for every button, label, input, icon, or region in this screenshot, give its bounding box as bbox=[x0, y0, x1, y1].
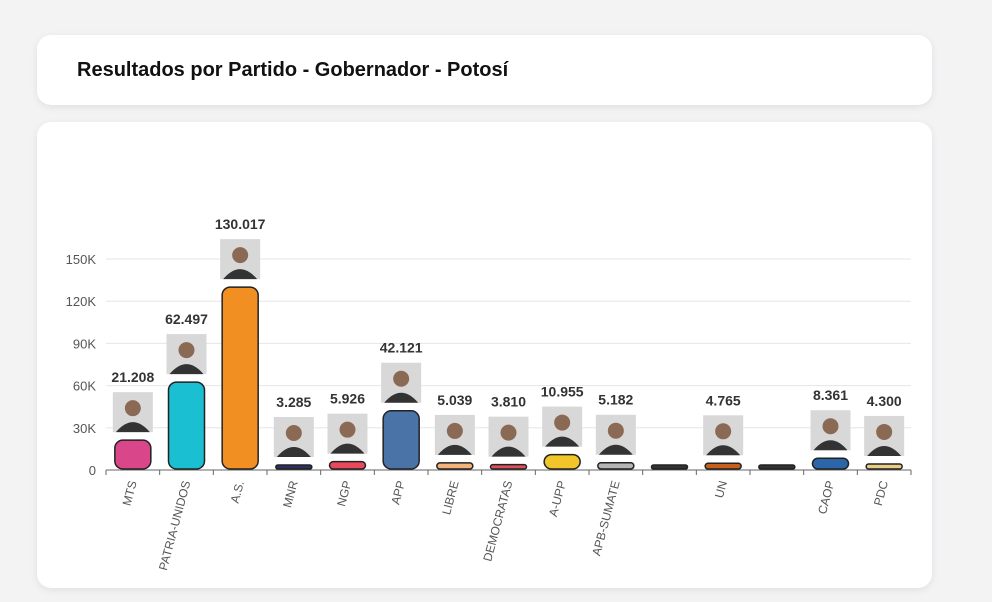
x-tick-label: PDC bbox=[871, 479, 891, 507]
x-tick-label: UN bbox=[712, 479, 730, 499]
x-tick-label: A.S. bbox=[228, 479, 247, 505]
bar-UN bbox=[704, 462, 742, 470]
candidate-face-icon bbox=[715, 423, 732, 440]
x-tick-label: CAOP bbox=[815, 479, 837, 515]
bar-APB-SUMATE bbox=[597, 461, 635, 470]
x-tick-label: PATRIA-UNIDOS bbox=[156, 479, 193, 572]
candidate-face-icon bbox=[554, 414, 571, 431]
y-tick-label: 0 bbox=[89, 463, 96, 478]
data-label: 5.182 bbox=[598, 392, 633, 408]
bar-DEMOCRATAS bbox=[489, 463, 528, 470]
candidate-body-icon bbox=[491, 446, 526, 457]
candidate-body-icon bbox=[223, 269, 258, 280]
candidate-face-icon bbox=[500, 424, 517, 441]
candidate-body-icon bbox=[598, 444, 633, 455]
candidate-body-icon bbox=[813, 440, 848, 451]
page-title: Resultados por Partido - Gobernador - Po… bbox=[77, 59, 509, 81]
bar-NGP bbox=[328, 460, 367, 470]
data-label: 4.300 bbox=[867, 393, 902, 409]
candidate-body-icon bbox=[867, 445, 902, 456]
bar-PDC bbox=[865, 463, 903, 470]
data-label: 4.765 bbox=[706, 392, 741, 408]
data-label: 21.208 bbox=[111, 369, 154, 385]
bar-LIBRE bbox=[436, 462, 474, 470]
bar-A-UPP bbox=[543, 453, 581, 470]
y-tick-label: 120K bbox=[66, 294, 97, 309]
data-label: 5.039 bbox=[437, 392, 472, 408]
data-label: 42.121 bbox=[380, 340, 423, 356]
candidate-face-icon bbox=[178, 342, 195, 359]
x-tick-label: NGP bbox=[334, 479, 354, 508]
x-tick-label: LIBRE bbox=[439, 479, 462, 516]
candidate-face-icon bbox=[285, 425, 302, 441]
bar-MNR bbox=[275, 464, 313, 470]
candidate-body-icon bbox=[437, 444, 472, 455]
candidate-body-icon bbox=[330, 443, 365, 454]
x-tick-label: APB-SUMATE bbox=[589, 479, 622, 557]
candidate-body-icon bbox=[545, 436, 580, 447]
candidate-face-icon bbox=[393, 370, 410, 387]
y-tick-label: 150K bbox=[66, 252, 97, 267]
bar-A.S. bbox=[221, 286, 259, 470]
candidate-face-icon bbox=[876, 423, 893, 440]
candidate-face-icon bbox=[124, 400, 141, 417]
title-card: Resultados por Partido - Gobernador - Po… bbox=[37, 35, 932, 105]
candidate-face-icon bbox=[232, 247, 249, 264]
candidate-face-icon bbox=[607, 422, 624, 439]
x-tick-label: DEMOCRATAS bbox=[480, 479, 515, 563]
y-tick-label: 90K bbox=[73, 336, 96, 351]
candidate-body-icon bbox=[384, 392, 419, 403]
data-label: 3.810 bbox=[491, 394, 526, 410]
candidate-body-icon bbox=[115, 422, 150, 433]
candidate-body-icon bbox=[276, 447, 311, 457]
y-tick-label: 30K bbox=[73, 421, 96, 436]
candidate-face-icon bbox=[822, 418, 839, 435]
candidate-face-icon bbox=[446, 422, 463, 439]
data-label: 8.361 bbox=[813, 387, 848, 403]
bar-PATRIA-UNIDOS bbox=[167, 381, 206, 470]
x-tick-label: MTS bbox=[120, 479, 140, 507]
x-tick-label: APP bbox=[388, 479, 408, 506]
x-tick-label: A-UPP bbox=[546, 479, 569, 518]
bar-MTS bbox=[114, 439, 152, 470]
bar-APP bbox=[382, 409, 420, 470]
bar-blank bbox=[758, 464, 796, 470]
candidate-body-icon bbox=[169, 364, 204, 375]
x-tick-label: MNR bbox=[280, 479, 301, 509]
data-label: 62.497 bbox=[165, 311, 208, 327]
data-label: 3.285 bbox=[276, 394, 311, 410]
y-tick-label: 60K bbox=[73, 379, 96, 394]
bar-CAOP bbox=[811, 457, 850, 470]
data-label: 10.955 bbox=[541, 384, 584, 400]
data-label: 5.926 bbox=[330, 391, 365, 407]
data-label: 130.017 bbox=[215, 216, 266, 232]
candidate-body-icon bbox=[706, 445, 741, 456]
candidate-face-icon bbox=[339, 421, 356, 438]
bar-blank bbox=[650, 464, 689, 470]
